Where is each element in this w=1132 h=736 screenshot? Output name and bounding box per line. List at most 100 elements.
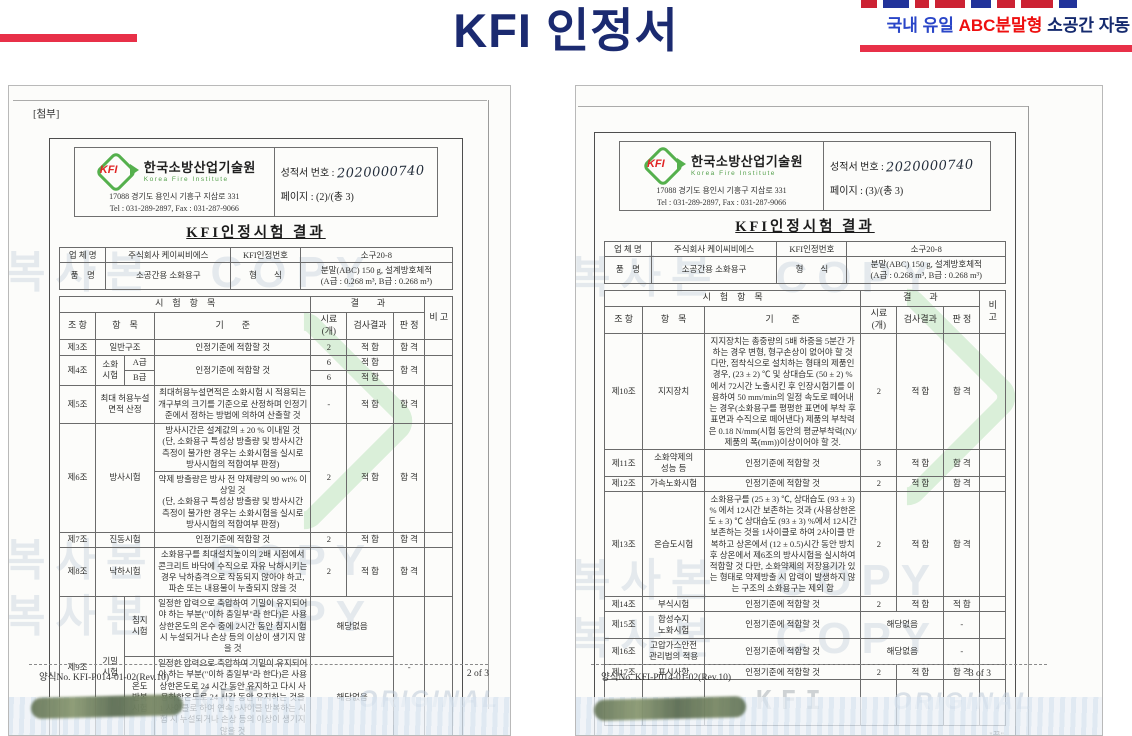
text-fragment <box>971 0 991 8</box>
table-cell: 합 격 <box>392 384 426 424</box>
org-name: 한국소방산업기술원 <box>690 154 804 169</box>
col-group-result: 결 과 <box>310 295 426 313</box>
table-cell <box>424 531 453 548</box>
table-cell <box>424 339 453 356</box>
table-cell: 업 체 명 <box>58 246 107 264</box>
table-row: 제9조 기밀 시험 침지 시험 일정한 압력으로 축압하여 기밀이 유지되어야 하는 … <box>59 595 453 735</box>
table-cell: 적 합 <box>943 596 981 613</box>
table-cell: 품 명 <box>604 256 652 284</box>
table-cell: 분말(ABC) 150 g, 설계방호체적 (A급 : 0.268 m³, B급… <box>299 262 454 290</box>
table-cell: 소화용구를 최대설치높이의 2배 시점에서 콘크리트 바닥에 수직으로 자유 낙… <box>154 546 312 597</box>
table-cell: 합 격 <box>392 422 426 533</box>
table-cell: 제10조 <box>603 333 644 451</box>
col-result: 검사결과 <box>346 311 394 341</box>
table-cell: 지지장치는 총중량의 5배 하중을 5분간 가하는 경우 변형, 형구손상이 없… <box>703 333 862 451</box>
sheet-number: 2 of 3 <box>466 669 489 679</box>
kfi-logo-icon: KFI <box>93 150 139 194</box>
table-cell: 적 합 <box>346 354 394 371</box>
report-no-label: 성적서 번호 : <box>830 161 884 173</box>
page-title: KFI 인정서 <box>453 4 679 57</box>
table-cell <box>979 664 1006 681</box>
table-cell: 제5조 <box>59 384 96 424</box>
green-stamp <box>593 696 747 721</box>
table-cell: 해당없음 <box>310 595 394 657</box>
footer-divider <box>591 664 1047 665</box>
scanned-page-3: 복사본 COPY 복사본 COPY 복사본 COPY KFI 한국소방산업기술원… <box>575 85 1103 736</box>
col-samples: 시료(개) <box>310 311 348 341</box>
scan-paper-edge <box>1028 106 1029 735</box>
table-cell: 침지 시험 <box>124 595 156 657</box>
text-fragment <box>1021 0 1053 8</box>
table-cell: 제17조 <box>603 664 644 681</box>
table-row: 제13조 온습도시험 소화용구를 (25 ± 3) ℃, 상대습도 (93 ± 3)… <box>603 491 1006 598</box>
org-name-en: Korea Fire Institute <box>143 176 229 183</box>
info-table: 업 체 명 주식회사 케이씨비에스 KFI인정번호 소구20-8 품 명 소공간용 소화용… <box>604 240 1006 284</box>
table-cell: 합성수지 노화시험 <box>642 611 705 639</box>
kfi-logo-text: KFI <box>646 158 665 170</box>
table-cell: 약제 방출량은 방사 전 약제량의 90 wt% 이상일 것 (단, 소화용구 … <box>154 471 312 533</box>
table-cell: 적 합 <box>346 384 394 424</box>
tagline-part1: 국내 유일 <box>886 16 959 35</box>
org-tel: Tel : 031-289-2897, Fax : 031-287-9066 <box>656 198 787 207</box>
table-row: 제5조 최대 허용누설 면적 산정 최대허용누설면적은 소화시험 시 적용되는 개구… <box>59 384 453 424</box>
table-row: 제6조 방사시험 방사시간은 설계값의 ± 20 % 이내일 것 (단, 소화용구 … <box>59 422 453 533</box>
table-cell: 제11조 <box>603 449 644 477</box>
org-tel: Tel : 031-289-2897, Fax : 031-287-9066 <box>109 204 239 213</box>
col-article: 조 항 <box>59 311 96 341</box>
table-cell: 적 합 <box>346 369 394 386</box>
org-address: 17088 경기도 용인시 기흥구 지삼로 331 <box>656 186 787 195</box>
table-cell: 적 합 <box>346 546 394 597</box>
letterhead: KFI 한국소방산업기술원 Korea Fire Institute 17088… <box>74 147 439 217</box>
table-cell: 지지장치 <box>642 333 705 451</box>
kfi-logo-icon: KFI <box>640 144 686 188</box>
letterhead-meta-cell: 성적서 번호 : 2020000740 페이지 : (3)/(총 3) <box>823 141 991 211</box>
scanned-page-2: 복사본 COPY 복사본 COPY 복사본 COPY [첨부] KFI 한국소방… <box>8 85 511 736</box>
org-name-en: Korea Fire Institute <box>690 170 776 177</box>
table-cell: 형 식 <box>230 262 301 290</box>
table-cell: 인정기준에 적합할 것 <box>703 611 862 639</box>
table-cell <box>979 611 1006 639</box>
col-result: 검사결과 <box>896 305 945 335</box>
letterhead-org-cell: KFI 한국소방산업기술원 Korea Fire Institute 17088… <box>74 147 275 217</box>
table-cell: 방사시험 <box>94 422 156 533</box>
footer-divider <box>29 664 488 665</box>
table-cell: 적 합 <box>896 449 945 477</box>
page-number-label: 페이지 : (3)/(총 3) <box>830 185 904 197</box>
table-cell: 적 합 <box>896 491 945 598</box>
table-cell: 합 격 <box>392 531 426 548</box>
table-cell: 2 <box>860 475 898 493</box>
table-cell: 2 <box>310 546 348 597</box>
table-row: 품 명 소공간용 소화용구 형 식 분말(ABC) 150 g, 설계방호체적 (A급… <box>604 256 1006 284</box>
table-cell: 제13조 <box>603 491 644 598</box>
text-fragment <box>1059 0 1077 8</box>
table-cell: 소구20-8 <box>299 246 454 264</box>
table-cell: 주식회사 케이씨비에스 <box>105 246 232 264</box>
col-article: 조 항 <box>603 305 644 335</box>
report-no-handwritten: 2020000740 <box>886 156 975 176</box>
table-cell: 해당없음 <box>860 637 945 666</box>
table-cell: 제15조 <box>603 611 644 639</box>
clipped-header-text-fragments <box>858 0 1130 9</box>
table-cell: 제8조 <box>59 546 96 597</box>
col-judge: 판 정 <box>943 305 981 335</box>
table-cell <box>424 422 453 533</box>
table-cell <box>979 596 1006 613</box>
red-bar-left <box>0 34 137 42</box>
table-cell: 적 합 <box>896 596 945 613</box>
table-cell: 2 <box>860 491 898 598</box>
text-fragment <box>935 0 965 8</box>
table-cell: 최대 허용누설 면적 산정 <box>94 384 156 424</box>
table-cell: 2 <box>310 422 348 533</box>
table-row: 품 명 소공간용 소화용구 형 식 분말(ABC) 150 g, 설계방호체적 (A급… <box>58 262 454 290</box>
table-cell <box>424 354 453 386</box>
table-cell: 2 <box>860 596 898 613</box>
sheet-number: 3 of 3 <box>968 669 991 679</box>
table-cell: 소화용구를 (25 ± 3) ℃, 상대습도 (93 ± 3) % 에서 12시… <box>703 491 862 598</box>
tagline-part2: ABC분말형 <box>958 16 1043 35</box>
table-cell: 인정기준에 적합할 것 <box>703 637 862 666</box>
col-criteria: 기 준 <box>703 305 862 335</box>
table-cell: 적 합 <box>346 531 394 548</box>
table-cell: 인정기준에 적합할 것 <box>154 339 312 356</box>
